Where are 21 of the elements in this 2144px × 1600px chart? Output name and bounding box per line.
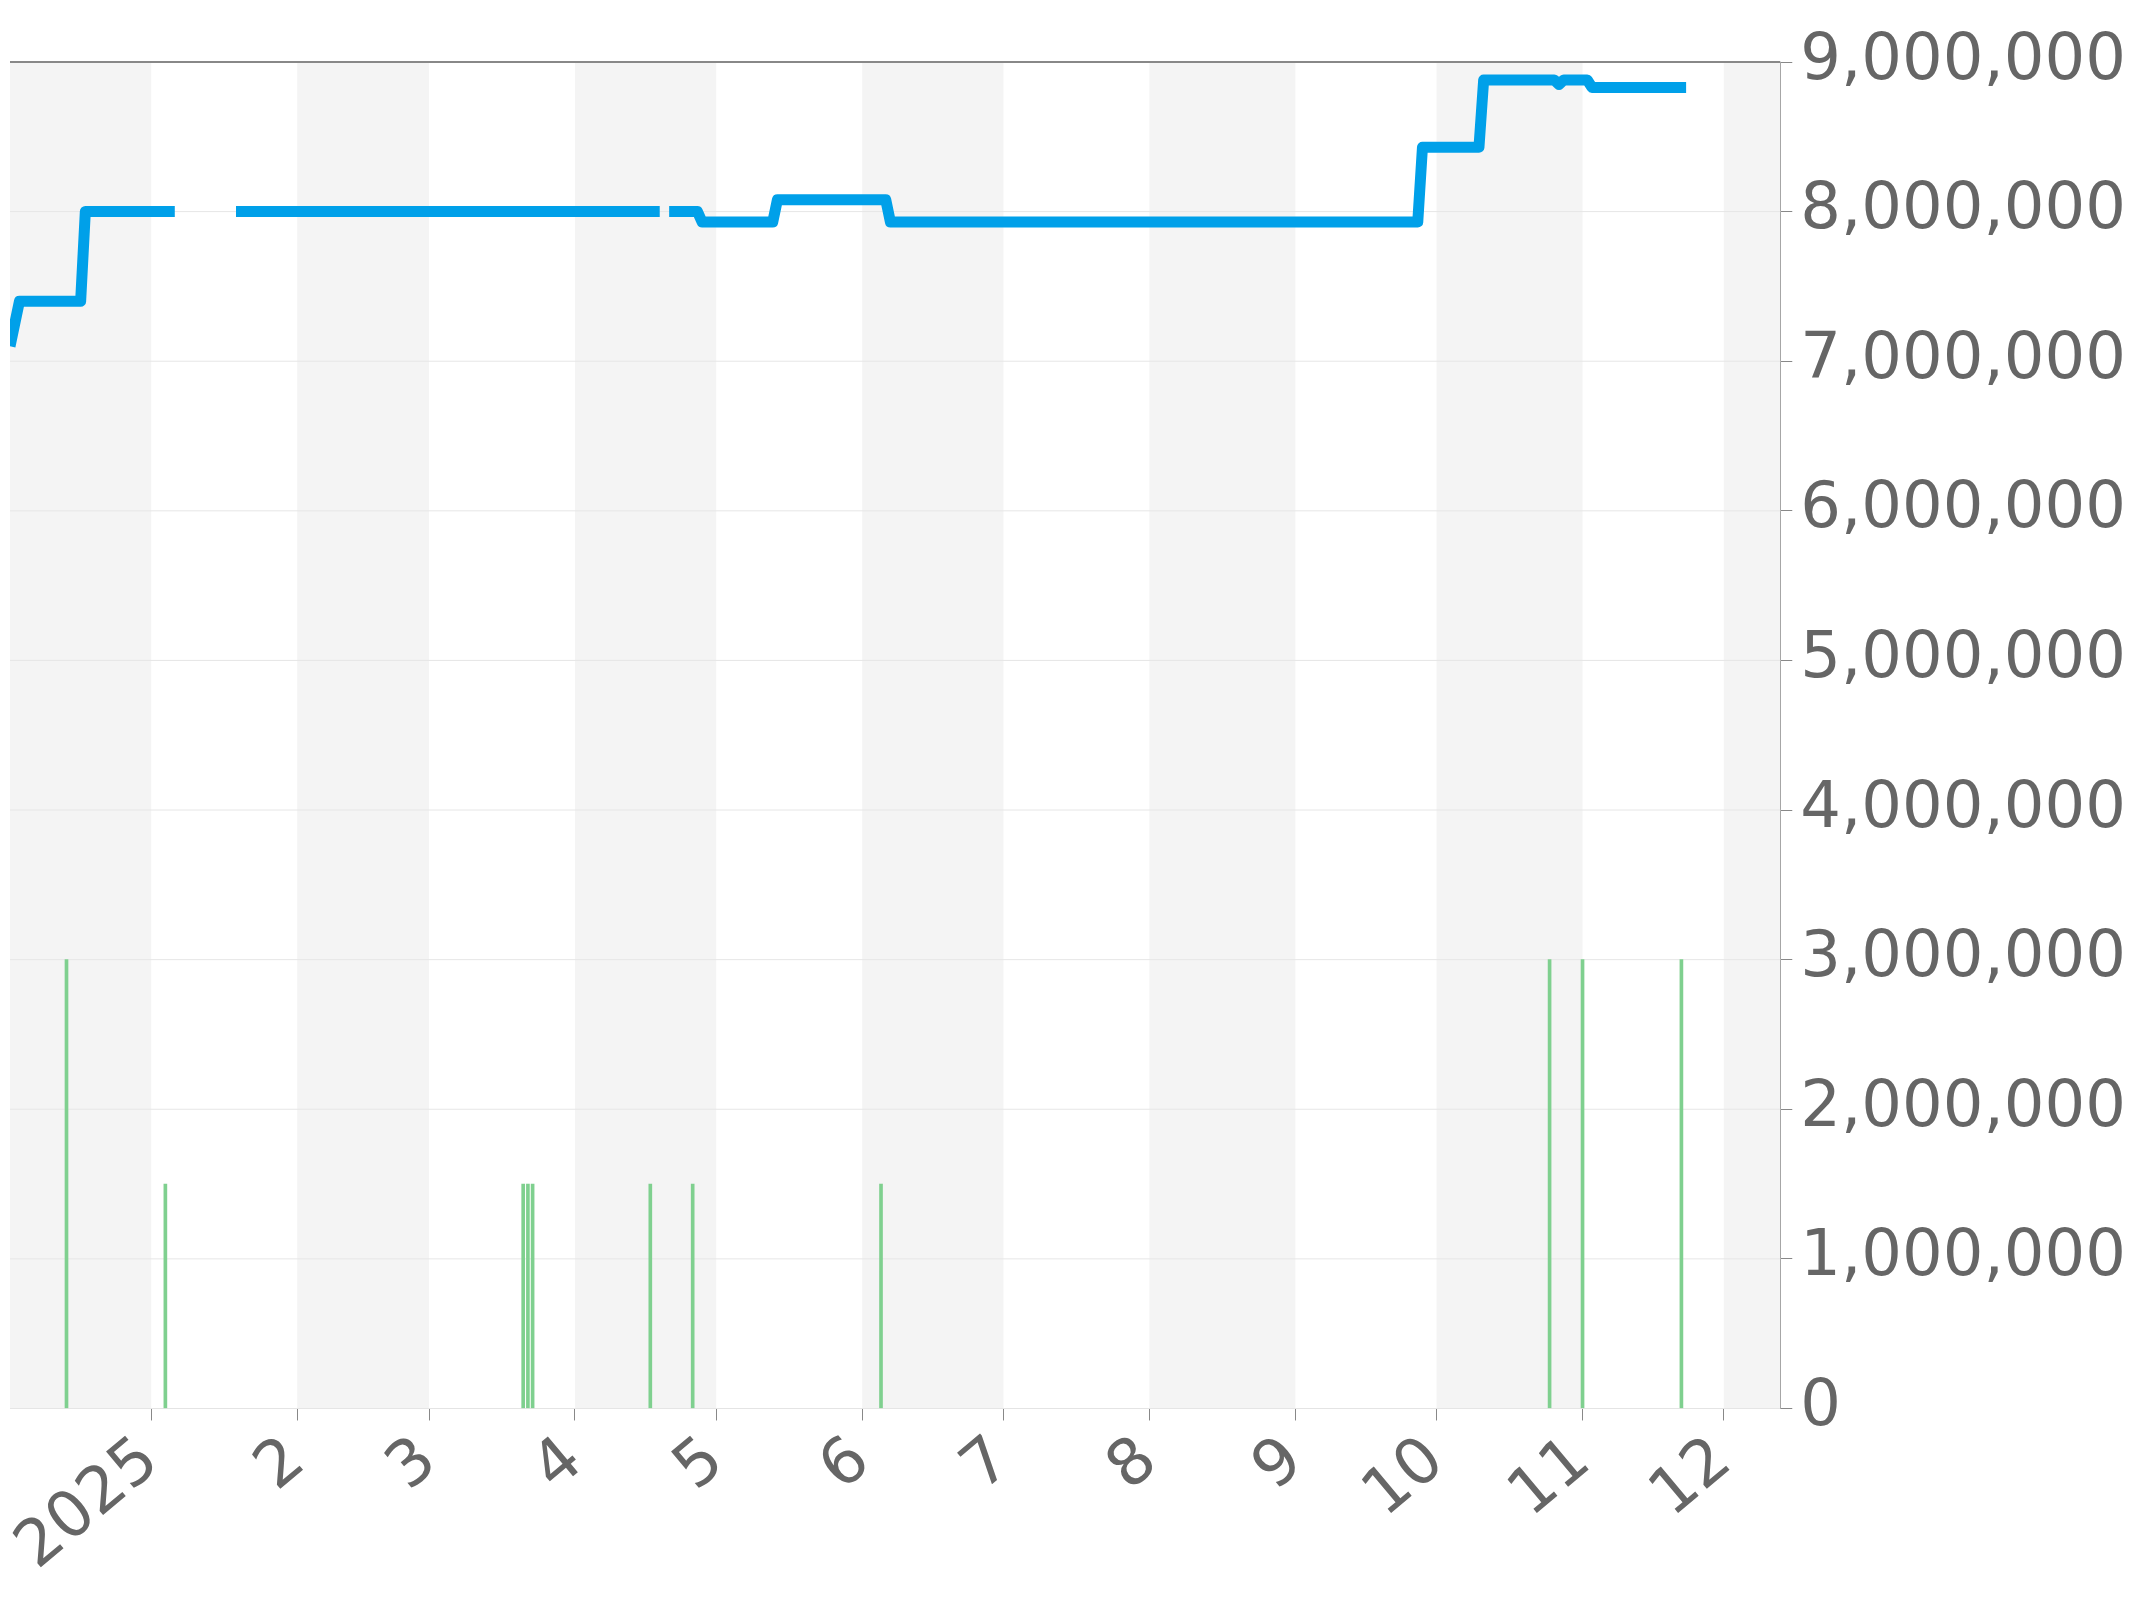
y-tick-label: 4,000,000 [1800, 767, 2126, 842]
x-tick-label: 6 [803, 1420, 883, 1504]
x-tick-label: 9 [1236, 1420, 1316, 1504]
x-tick-label: 5 [657, 1420, 737, 1504]
y-tick-label: 6,000,000 [1800, 468, 2126, 543]
y-tick-label: 0 [1800, 1366, 1841, 1441]
y-tick-label: 3,000,000 [1800, 917, 2126, 992]
y-tick-label: 9,000,000 [1800, 19, 2126, 94]
y-tick-label: 1,000,000 [1800, 1216, 2126, 1291]
y-tick-label: 5,000,000 [1800, 618, 2126, 693]
x-tick-label: 12 [1634, 1420, 1745, 1530]
x-tick-label: 2 [238, 1420, 318, 1504]
x-tick-label: 10 [1346, 1420, 1457, 1530]
x-tick-label: 8 [1090, 1420, 1170, 1504]
x-tick-label: 7 [945, 1420, 1024, 1504]
x-tick-label: 3 [370, 1420, 450, 1504]
y-tick-label: 2,000,000 [1800, 1066, 2126, 1141]
y-tick-label: 8,000,000 [1800, 169, 2126, 244]
x-tick-label: 11 [1492, 1420, 1603, 1530]
y-tick-label: 7,000,000 [1800, 318, 2126, 393]
x-tick-label: 4 [516, 1420, 596, 1504]
